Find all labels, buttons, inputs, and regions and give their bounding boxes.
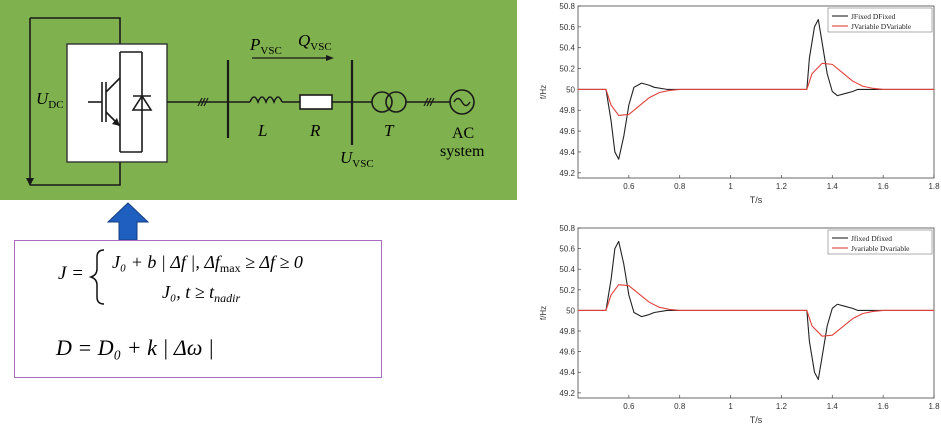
- y-tick-label: 49.4: [559, 368, 575, 377]
- ac-source-icon: [449, 89, 475, 115]
- y-tick-label: 50: [566, 306, 575, 315]
- x-tick-label: 1.8: [928, 402, 940, 411]
- x-tick-label: 0.8: [674, 182, 686, 191]
- x-tick-label: 1.8: [928, 182, 940, 191]
- series-line-1: [578, 62, 934, 117]
- system-label: system: [440, 143, 485, 160]
- x-tick-label: 1.4: [827, 182, 839, 191]
- plot-area: [577, 227, 935, 399]
- formula-svg: J = J₀ + b | Δf |, Δfmax ≥ Δf ≥ 0 J₀, t …: [55, 249, 303, 360]
- y-tick-label: 49.2: [559, 169, 575, 178]
- y-tick-label: 50.6: [559, 23, 575, 32]
- j-case1: J₀ + b | Δf |, Δfmax ≥ Δf ≥ 0: [112, 252, 303, 275]
- brace: [88, 249, 105, 305]
- x-tick-label: 0.6: [623, 402, 635, 411]
- x-tick-label: 0.8: [674, 402, 686, 411]
- legend-entry-1: Jvariable Dvariable: [851, 244, 910, 253]
- x-tick-label: 1.4: [827, 402, 839, 411]
- j-case2: J₀, t ≥ tnadir: [162, 282, 240, 305]
- power-flow-arrow: [252, 55, 334, 61]
- legend-box: [827, 229, 933, 255]
- formula-box: [14, 240, 382, 378]
- legend-entry-0: JFixed DFixed: [851, 12, 896, 21]
- y-axis-label: f/Hz: [539, 85, 548, 99]
- transformer-icon: [371, 91, 407, 113]
- y-tick-label: 49.6: [559, 127, 575, 136]
- l-label: L: [257, 121, 267, 140]
- converter-box: [66, 43, 168, 163]
- x-axis-label: T/s: [750, 195, 763, 205]
- y-tick-label: 50.8: [559, 224, 575, 233]
- x-tick-label: 1.6: [878, 182, 890, 191]
- uvsc-label: UVSC: [340, 148, 374, 170]
- ac-label: AC: [452, 125, 474, 142]
- circuit-diagram: UDC PVSC QVSC L R T UVSC AC system: [26, 17, 485, 186]
- y-tick-label: 50.2: [559, 65, 575, 74]
- three-phase-tick: [197, 97, 435, 107]
- igbt-icon: [88, 51, 143, 153]
- x-tick-label: 1.6: [878, 402, 890, 411]
- x-tick-label: 1.2: [776, 182, 788, 191]
- y-tick-label: 49.8: [559, 327, 575, 336]
- y-tick-label: 50.4: [559, 44, 575, 53]
- d-formula: D = D₀ + k | Δω |: [55, 335, 214, 360]
- legend-box: [827, 7, 933, 33]
- series-line-1: [578, 284, 934, 337]
- y-tick-label: 49.2: [559, 389, 575, 398]
- x-tick-label: 1: [728, 402, 733, 411]
- y-tick-label: 49.6: [559, 348, 575, 357]
- frequency-chart-top: 49.2 49.4 49.6 49.8 50 50.2 50.4 50.6 50.8 0.6 0.8…: [539, 2, 940, 205]
- ac-line: [167, 94, 450, 110]
- x-tick-label: 1: [728, 182, 733, 191]
- p-label: PVSC: [249, 35, 282, 57]
- j-lhs: J =: [58, 263, 84, 284]
- y-axis-label: f/Hz: [539, 306, 548, 320]
- y-tick-label: 50.2: [559, 286, 575, 295]
- plot-area: [577, 5, 935, 179]
- up-arrow-icon: [106, 202, 150, 240]
- legend-entry-1: JVariable DVariable: [851, 22, 912, 31]
- udc-label: UDC: [36, 89, 64, 111]
- x-axis-label: T/s: [750, 415, 763, 425]
- y-tick-label: 50.6: [559, 245, 575, 254]
- y-tick-label: 50.8: [559, 2, 575, 11]
- x-tick-label: 0.6: [623, 182, 635, 191]
- y-tick-label: 50.4: [559, 265, 575, 274]
- y-tick-label: 49.8: [559, 106, 575, 115]
- legend-entry-0: Jfixed Dfixed: [851, 234, 892, 243]
- q-label: QVSC: [298, 31, 332, 53]
- udc-arrowhead: [26, 178, 34, 186]
- t-label: T: [384, 121, 395, 140]
- frequency-chart-bottom: 49.2 49.4 49.6 49.8 50 50.2 50.4 50.6 50.8 0.6 0.8…: [539, 224, 940, 425]
- x-tick-label: 1.2: [776, 402, 788, 411]
- dc-loop: [29, 17, 121, 186]
- r-label: R: [309, 121, 321, 140]
- diode-icon: [131, 94, 153, 111]
- y-tick-label: 50: [566, 85, 575, 94]
- y-tick-label: 49.4: [559, 148, 575, 157]
